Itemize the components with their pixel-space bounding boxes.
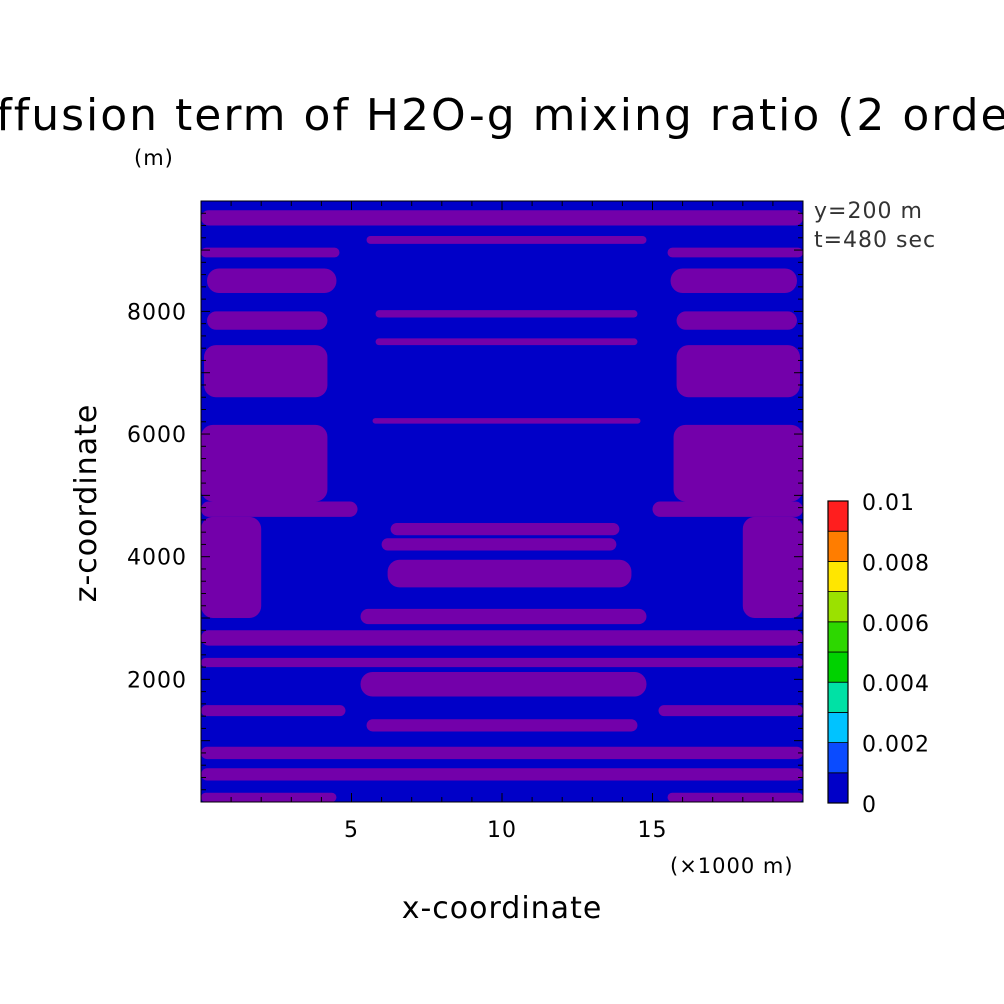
contour-band-1 — [366, 235, 647, 244]
contour-band-21 — [742, 516, 803, 619]
colorbar-swatch — [827, 681, 849, 713]
y-tick-label: 6000 — [127, 423, 187, 448]
colorbar-label: 0.002 — [862, 733, 930, 758]
y-tick-label: 8000 — [127, 300, 187, 325]
contour-band-18 — [381, 538, 617, 551]
colorbar-label: 0.008 — [862, 551, 930, 576]
contour-band-26 — [201, 705, 346, 717]
plot-area — [200, 200, 804, 803]
chart-title: iffusion term of H2O-g mixing ratio (2 o… — [0, 90, 1004, 141]
colorbar-label: 0.004 — [862, 672, 930, 697]
colorbar-swatch — [827, 561, 849, 593]
colorbar-label: 0.006 — [862, 612, 930, 637]
contour-band-4 — [207, 268, 337, 293]
contour-band-0 — [201, 210, 803, 226]
x-tick-label: 5 — [344, 818, 359, 843]
colorbar-swatch — [827, 742, 849, 774]
x-tick-label: 10 — [487, 818, 517, 843]
contour-band-29 — [201, 746, 803, 760]
contour-band-20 — [201, 516, 262, 619]
contour-band-12 — [372, 418, 641, 424]
colorbar-swatch — [827, 500, 849, 532]
colorbar-frame — [827, 500, 849, 804]
contour-band-25 — [360, 671, 647, 697]
contour-band-30 — [201, 768, 803, 781]
y-axis-label: z-coordinate — [69, 404, 104, 603]
contour-band-19 — [387, 559, 632, 588]
contour-band-31 — [201, 792, 337, 802]
contour-band-5 — [670, 268, 797, 293]
annotation-y: y=200 m — [814, 199, 923, 224]
axis-tick-labels: 5 10 15 2000 4000 6000 8000 — [127, 300, 668, 843]
contour-band-27 — [658, 705, 803, 717]
colorbar-swatch — [827, 591, 849, 623]
contour-band-9 — [375, 338, 638, 346]
contour-band-28 — [366, 719, 638, 732]
colorbar-swatch — [827, 712, 849, 744]
colorbar-swatch — [827, 772, 849, 804]
contour-band-2 — [201, 247, 340, 258]
colorbar-swatch — [827, 621, 849, 653]
contour-band-6 — [375, 310, 638, 318]
contour-band-17 — [390, 522, 620, 536]
contour-band-14 — [673, 424, 803, 502]
contour-band-13 — [201, 424, 328, 502]
y-tick-label: 4000 — [127, 546, 187, 571]
contour-band-15 — [201, 501, 358, 517]
x-unit-label: (×1000 m) — [670, 854, 794, 878]
contour-band-24 — [201, 657, 803, 668]
y-unit-label: (m) — [134, 146, 174, 170]
x-axis-label: x-coordinate — [402, 891, 603, 926]
contour-band-10 — [204, 345, 328, 398]
colorbar-swatch — [827, 651, 849, 683]
contour-band-32 — [667, 792, 803, 802]
contour-band-16 — [652, 501, 803, 517]
contour-band-8 — [676, 311, 797, 330]
contour-band-23 — [201, 630, 803, 646]
colorbar: 0.01 0.008 0.006 0.004 0.002 0 — [827, 491, 930, 818]
y-tick-label: 2000 — [127, 668, 187, 693]
colorbar-label: 0.01 — [862, 491, 915, 516]
contour-band-3 — [667, 247, 803, 258]
contour-band-22 — [360, 608, 647, 625]
x-tick-label: 15 — [638, 818, 668, 843]
contour-band-7 — [207, 311, 328, 330]
axis-ticks — [201, 201, 803, 802]
colorbar-label: 0 — [862, 793, 877, 818]
colorbar-swatch — [827, 530, 849, 562]
contour-band-11 — [676, 345, 800, 398]
annotation-t: t=480 sec — [814, 228, 936, 253]
